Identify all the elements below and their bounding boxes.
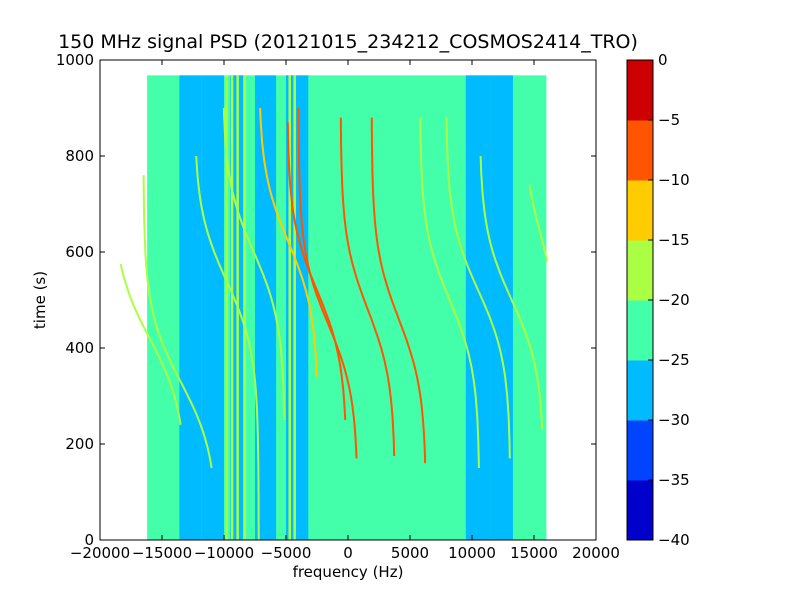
x-tick-label: −5000	[261, 544, 312, 562]
x-tick-label: 5000	[391, 544, 429, 562]
colorbar-segment	[627, 180, 653, 241]
x-tick-label: 0	[343, 544, 353, 562]
colorbar-axis: −40 −35 −30 −25 −20 −15 −10 −5 0	[648, 51, 690, 549]
heatmap-doppler-trace	[528, 184, 549, 262]
x-tick-label: −20000	[70, 544, 130, 562]
y-tick-label: 600	[65, 243, 94, 261]
heatmap-doppler-trace	[297, 107, 358, 459]
colorbar	[626, 59, 654, 541]
colorbar-segment	[627, 120, 653, 181]
x-tick-label: −10000	[194, 544, 254, 562]
x-tick-label: 10000	[448, 544, 496, 562]
x-axis: −20000 −15000 −10000 −5000 0 5000 10000 15000 20…	[70, 60, 620, 562]
colorbar-tick-label: −35	[658, 471, 690, 489]
heatmap-doppler-trace	[370, 117, 427, 464]
colorbar-tick-label: −25	[658, 351, 690, 369]
heatmap	[119, 75, 549, 540]
colorbar-tick-label: −10	[658, 171, 690, 189]
y-tick-label: 1000	[56, 51, 94, 69]
x-tick-label: 20000	[572, 544, 620, 562]
colorbar-segment	[627, 420, 653, 481]
heatmap-doppler-trace	[119, 263, 182, 425]
y-tick-label: 800	[65, 147, 94, 165]
colorbar-tick-label: −5	[658, 111, 680, 129]
y-tick-label: 200	[65, 435, 94, 453]
colorbar-tick-label: −40	[658, 531, 690, 549]
heatmap-low-band	[201, 75, 224, 540]
colorbar-tick-label: −15	[658, 231, 690, 249]
heatmap-doppler-trace	[445, 117, 511, 459]
y-tick-label: 400	[65, 339, 94, 357]
heatmap-doppler-trace	[419, 117, 480, 469]
heatmap-doppler-trace	[222, 107, 286, 421]
y-tick-label: 0	[84, 531, 94, 549]
colorbar-segment	[627, 480, 653, 541]
y-axis: 0 200 400 600 800 1000	[56, 51, 596, 549]
x-tick-label: 15000	[510, 544, 558, 562]
heatmap-doppler-trace	[142, 175, 213, 469]
y-axis-label: time (s)	[31, 271, 49, 329]
heatmap-low-band	[490, 75, 513, 540]
colorbar-segment	[627, 360, 653, 421]
colorbar-tick-label: −30	[658, 411, 690, 429]
chart-title: 150 MHz signal PSD (20121015_234212_COSM…	[58, 31, 638, 53]
colorbar-segment	[627, 240, 653, 301]
heatmap-doppler-trace	[259, 107, 318, 377]
colorbar-segment	[627, 60, 653, 121]
heatmap-doppler-trace	[195, 155, 260, 540]
colorbar-tick-label: 0	[658, 51, 668, 69]
heatmap-doppler-trace	[479, 155, 544, 430]
colorbar-tick-label: −20	[658, 291, 690, 309]
heatmap-low-band	[179, 75, 202, 540]
x-tick-label: −15000	[132, 544, 192, 562]
x-axis-label: frequency (Hz)	[293, 563, 404, 581]
colorbar-segment	[627, 300, 653, 361]
heatmap-doppler-trace	[339, 117, 396, 457]
